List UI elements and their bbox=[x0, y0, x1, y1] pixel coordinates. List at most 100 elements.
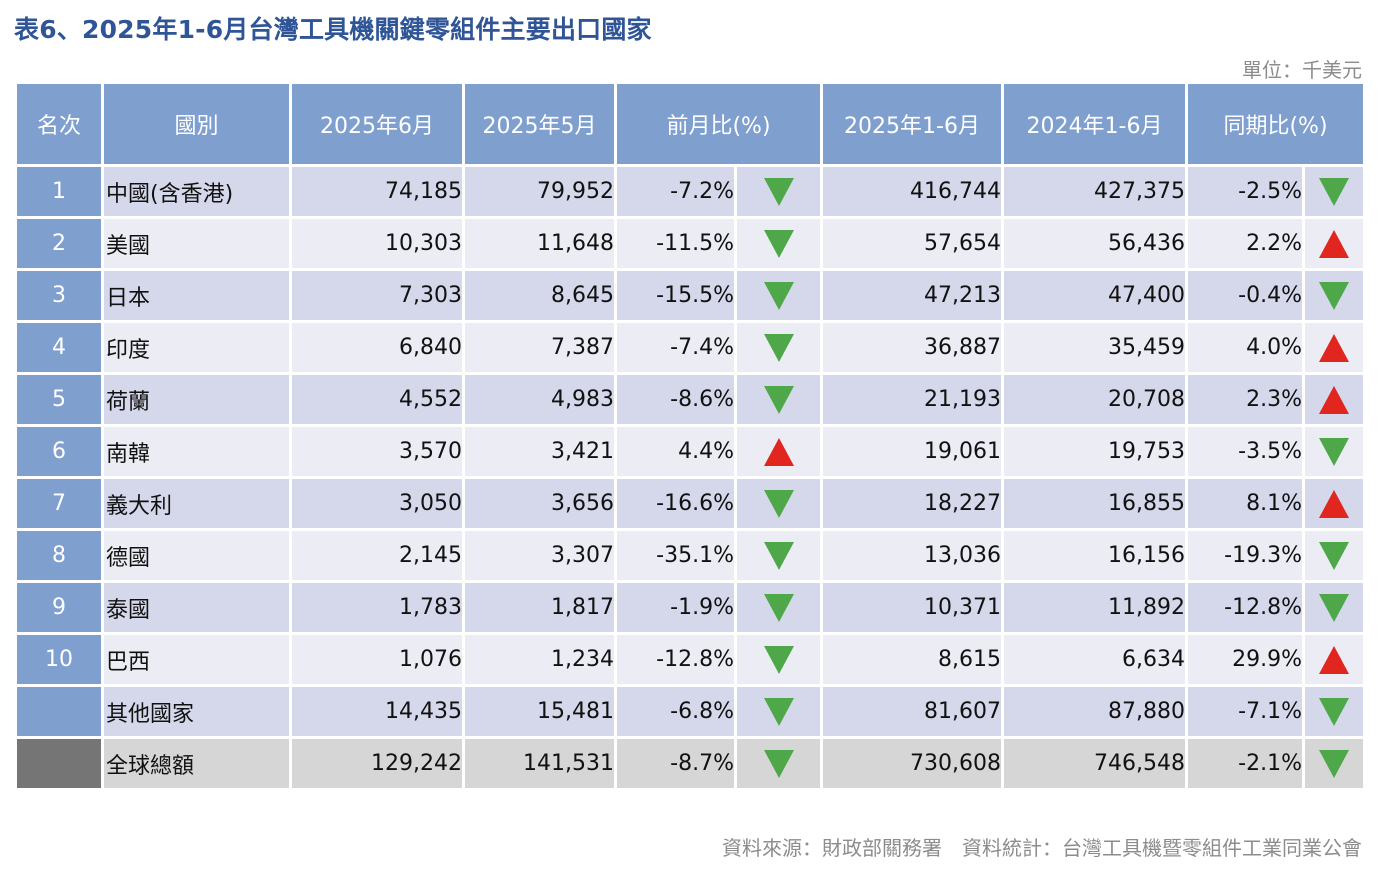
triangle-down-icon bbox=[1319, 697, 1349, 726]
yoy-arrow-cell bbox=[1302, 632, 1366, 687]
mom-arrow-cell bbox=[734, 580, 823, 635]
may-2025-cell: 4,983 bbox=[462, 372, 617, 427]
rank-cell: 2 bbox=[14, 216, 104, 271]
h1-2025-cell: 47,213 bbox=[820, 268, 1004, 323]
header-h1-2025: 2025年1-6月 bbox=[820, 81, 1004, 167]
mom-cell: -7.2% bbox=[614, 164, 737, 219]
h1-2024-cell: 11,892 bbox=[1001, 580, 1188, 635]
mom-cell: -15.5% bbox=[614, 268, 737, 323]
rank-cell: 10 bbox=[14, 632, 104, 687]
h1-2024-cell: 87,880 bbox=[1001, 684, 1188, 739]
yoy-arrow-cell bbox=[1302, 164, 1366, 219]
triangle-down-icon bbox=[763, 281, 794, 310]
rank-cell bbox=[14, 736, 104, 791]
table-body: 1 中國(含香港) 74,185 79,952 -7.2% 416,744 427,375-… bbox=[14, 164, 1366, 791]
table-row: 1 中國(含香港) 74,185 79,952 -7.2% 416,744 427,375-… bbox=[14, 164, 1366, 219]
yoy-cell: 2.2% bbox=[1185, 216, 1305, 271]
rank-cell bbox=[14, 684, 104, 739]
may-2025-cell: 3,421 bbox=[462, 424, 617, 479]
triangle-down-icon bbox=[763, 177, 794, 206]
h1-2024-cell: 20,708 bbox=[1001, 372, 1188, 427]
triangle-down-icon bbox=[763, 593, 794, 622]
may-2025-cell: 15,481 bbox=[462, 684, 617, 739]
header-h1-2024: 2024年1-6月 bbox=[1001, 81, 1188, 167]
yoy-cell: -3.5% bbox=[1185, 424, 1305, 479]
triangle-up-icon bbox=[1319, 489, 1349, 518]
h1-2025-cell: 57,654 bbox=[820, 216, 1004, 271]
may-2025-cell: 141,531 bbox=[462, 736, 617, 791]
h1-2025-cell: 8,615 bbox=[820, 632, 1004, 687]
h1-2025-cell: 19,061 bbox=[820, 424, 1004, 479]
yoy-cell: 29.9% bbox=[1185, 632, 1305, 687]
mom-arrow-cell bbox=[734, 736, 823, 791]
mom-arrow-cell bbox=[734, 528, 823, 583]
triangle-up-icon bbox=[763, 437, 794, 466]
triangle-down-icon bbox=[763, 489, 794, 518]
triangle-down-icon bbox=[763, 697, 794, 726]
table-row: 9 泰國 1,783 1,817 -1.9% 10,371 11,892 -12.8% bbox=[14, 580, 1366, 635]
h1-2024-cell: 56,436 bbox=[1001, 216, 1188, 271]
country-cell: 巴西 bbox=[101, 632, 292, 687]
mom-arrow-cell bbox=[734, 320, 823, 375]
may-2025-cell: 3,307 bbox=[462, 528, 617, 583]
jun-2025-cell: 4,552 bbox=[289, 372, 465, 427]
table-row: 4 印度 6,840 7,387 -7.4% 36,887 35,459 4.0% bbox=[14, 320, 1366, 375]
h1-2024-cell: 47,400 bbox=[1001, 268, 1188, 323]
h1-2024-cell: 35,459 bbox=[1001, 320, 1188, 375]
h1-2025-cell: 10,371 bbox=[820, 580, 1004, 635]
mom-cell: -8.6% bbox=[614, 372, 737, 427]
rank-cell: 9 bbox=[14, 580, 104, 635]
h1-2025-cell: 416,744 bbox=[820, 164, 1004, 219]
yoy-arrow-cell bbox=[1302, 580, 1366, 635]
jun-2025-cell: 1,783 bbox=[289, 580, 465, 635]
mom-cell: -35.1% bbox=[614, 528, 737, 583]
yoy-arrow-cell bbox=[1302, 424, 1366, 479]
triangle-down-icon bbox=[763, 229, 794, 258]
rank-cell: 1 bbox=[14, 164, 104, 219]
triangle-up-icon bbox=[1319, 645, 1349, 674]
jun-2025-cell: 129,242 bbox=[289, 736, 465, 791]
h1-2025-cell: 36,887 bbox=[820, 320, 1004, 375]
table-row: 10 巴西 1,076 1,234 -12.8% 8,615 6,634 29.9% bbox=[14, 632, 1366, 687]
header-jun-2025: 2025年6月 bbox=[289, 81, 465, 167]
unit-label: 單位：千美元 bbox=[1242, 58, 1362, 82]
source-note: 資料來源：財政部關務署 資料統計：台灣工具機暨零組件工業同業公會 bbox=[722, 836, 1362, 860]
yoy-cell: 4.0% bbox=[1185, 320, 1305, 375]
country-cell: 中國(含香港) bbox=[101, 164, 292, 219]
triangle-down-icon bbox=[763, 541, 794, 570]
h1-2024-cell: 16,855 bbox=[1001, 476, 1188, 531]
triangle-down-icon bbox=[1319, 541, 1349, 570]
country-cell: 其他國家 bbox=[101, 684, 292, 739]
country-cell: 德國 bbox=[101, 528, 292, 583]
jun-2025-cell: 10,303 bbox=[289, 216, 465, 271]
h1-2025-cell: 81,607 bbox=[820, 684, 1004, 739]
triangle-down-icon bbox=[1319, 437, 1349, 466]
table-row: 其他國家 14,435 15,481 -6.8% 81,607 87,880 -7.1% bbox=[14, 684, 1366, 739]
rank-cell: 5 bbox=[14, 372, 104, 427]
h1-2024-cell: 19,753 bbox=[1001, 424, 1188, 479]
yoy-cell: -19.3% bbox=[1185, 528, 1305, 583]
yoy-cell: 8.1% bbox=[1185, 476, 1305, 531]
yoy-cell: -2.5% bbox=[1185, 164, 1305, 219]
table-row: 7 義大利 3,050 3,656 -16.6% 18,227 16,855 8.1% bbox=[14, 476, 1366, 531]
triangle-down-icon bbox=[1319, 593, 1349, 622]
jun-2025-cell: 7,303 bbox=[289, 268, 465, 323]
jun-2025-cell: 1,076 bbox=[289, 632, 465, 687]
table-row: 2 美國 10,303 11,648 -11.5% 57,654 56,436 2.2% bbox=[14, 216, 1366, 271]
may-2025-cell: 8,645 bbox=[462, 268, 617, 323]
mom-cell: -8.7% bbox=[614, 736, 737, 791]
triangle-down-icon bbox=[763, 333, 794, 362]
may-2025-cell: 1,817 bbox=[462, 580, 617, 635]
yoy-arrow-cell bbox=[1302, 216, 1366, 271]
mom-cell: -6.8% bbox=[614, 684, 737, 739]
jun-2025-cell: 3,570 bbox=[289, 424, 465, 479]
triangle-down-icon bbox=[763, 645, 794, 674]
h1-2024-cell: 427,375 bbox=[1001, 164, 1188, 219]
rank-cell: 3 bbox=[14, 268, 104, 323]
rank-cell: 6 bbox=[14, 424, 104, 479]
mom-arrow-cell bbox=[734, 164, 823, 219]
mom-cell: -1.9% bbox=[614, 580, 737, 635]
header-mom: 前月比(%) bbox=[614, 81, 823, 167]
may-2025-cell: 3,656 bbox=[462, 476, 617, 531]
country-cell: 美國 bbox=[101, 216, 292, 271]
